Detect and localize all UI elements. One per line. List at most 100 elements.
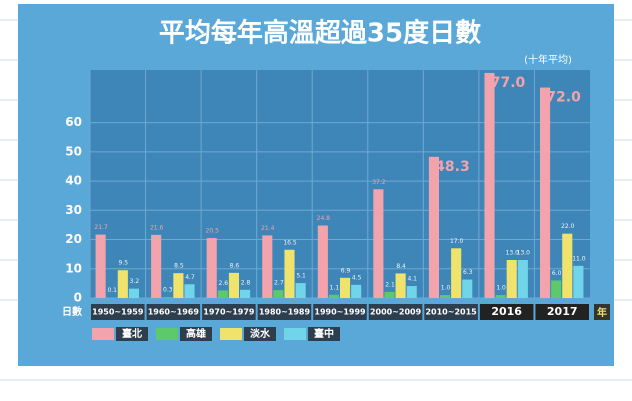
bar — [406, 286, 417, 298]
value-label: 8.5 — [174, 263, 184, 270]
y-tick-label: 20 — [65, 232, 82, 246]
legend-swatch — [92, 328, 114, 340]
value-label: 1.1 — [330, 284, 340, 291]
x-tick-box — [479, 304, 534, 320]
value-label: 21.4 — [261, 225, 275, 232]
value-label: 20.5 — [206, 228, 220, 235]
value-label: 48.3 — [435, 159, 470, 175]
bar — [240, 289, 251, 298]
value-label: 2.6 — [219, 280, 229, 287]
bar — [562, 233, 573, 298]
legend-box — [180, 327, 212, 341]
value-label: 22.0 — [561, 223, 575, 230]
legend-box — [308, 327, 340, 341]
y-tick-label: 50 — [65, 144, 82, 158]
x-tick-box — [257, 304, 312, 320]
legend-label: 臺中 — [314, 327, 334, 340]
value-label: 13.0 — [506, 250, 520, 257]
value-label: 4.5 — [352, 274, 362, 281]
value-label: 21.6 — [150, 224, 164, 231]
x-tick-box — [313, 304, 367, 320]
legend-label: 高雄 — [186, 327, 206, 340]
x-tick-label: 1980~1989 — [259, 308, 311, 317]
bar — [484, 72, 495, 298]
y-tick-label: 30 — [65, 203, 82, 217]
value-label: 5.1 — [296, 273, 306, 280]
value-label: 24.8 — [317, 215, 331, 222]
legend-swatch — [220, 328, 242, 340]
x-tick-box — [202, 304, 256, 320]
bar — [217, 290, 228, 298]
x-tick-label: 1950~1959 — [92, 308, 144, 317]
bar — [573, 265, 584, 298]
chart-subtitle: (十年平均) — [524, 53, 572, 66]
value-label: 37.2 — [372, 179, 386, 186]
bar — [384, 291, 395, 298]
x-label-box — [594, 304, 610, 320]
value-label: 11.0 — [572, 255, 586, 262]
bar — [228, 272, 239, 298]
x-tick-label: 1960~1969 — [148, 308, 200, 317]
bar — [173, 273, 184, 298]
x-tick-box — [535, 304, 589, 320]
bar — [128, 288, 139, 298]
bar — [340, 277, 351, 298]
bar — [551, 280, 562, 298]
bar — [262, 235, 273, 298]
bar — [273, 290, 284, 298]
bar — [95, 234, 106, 298]
value-label: 6.0 — [552, 270, 562, 277]
bar — [151, 234, 162, 298]
value-label: 2.1 — [385, 281, 395, 288]
x-tick-box — [424, 304, 478, 320]
x-tick-label: 2017 — [547, 305, 578, 318]
legend-label: 臺北 — [122, 327, 142, 340]
x-tick-label: 2016 — [491, 305, 522, 318]
value-label: 4.7 — [185, 274, 195, 281]
bar — [495, 295, 506, 298]
bar — [428, 156, 439, 298]
x-tick-box — [368, 304, 423, 320]
legend-label: 淡水 — [250, 327, 271, 340]
legend-box — [116, 327, 148, 341]
x-tick-label: 1990~1999 — [314, 308, 366, 317]
bar — [373, 189, 384, 298]
value-label: 72.0 — [546, 90, 581, 106]
x-tick-label: 1970~1979 — [203, 308, 255, 317]
x-tick-box — [91, 304, 145, 320]
bar — [540, 87, 551, 299]
value-label: 2.8 — [241, 279, 251, 286]
value-label: 16.5 — [283, 239, 297, 246]
y-axis-label: 日數 — [62, 305, 82, 318]
value-label: 1.0 — [441, 285, 451, 292]
y-tick-label: 40 — [65, 174, 82, 188]
bar — [517, 260, 528, 298]
value-label: 8.6 — [230, 262, 240, 269]
x-axis-label: 年 — [597, 306, 607, 319]
bar — [328, 294, 339, 298]
bar — [117, 270, 128, 298]
bar — [284, 249, 295, 298]
bar — [295, 283, 306, 298]
value-label: 8.4 — [396, 263, 406, 270]
x-tick-label: 2000~2009 — [370, 308, 422, 317]
bar — [395, 273, 406, 298]
legend-swatch — [284, 328, 306, 340]
bar — [451, 248, 462, 298]
bar — [506, 260, 517, 298]
legend-box — [244, 327, 276, 341]
y-tick-label: 10 — [65, 261, 82, 275]
bar — [351, 284, 362, 298]
value-label: 1.0 — [496, 285, 506, 292]
legend-swatch — [156, 328, 178, 340]
bar — [184, 284, 195, 298]
value-label: 13.0 — [517, 250, 531, 257]
value-label: 21.7 — [94, 224, 108, 231]
y-tick-label: 0 — [74, 291, 82, 305]
value-label: 6.3 — [463, 269, 473, 276]
bar — [206, 238, 217, 298]
value-label: 3.2 — [130, 278, 140, 285]
bar — [440, 295, 451, 298]
